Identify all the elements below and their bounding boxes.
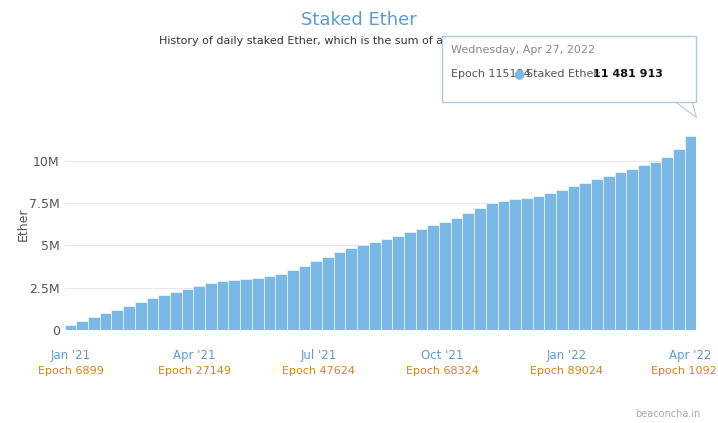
Bar bbox=[533, 196, 544, 330]
Bar bbox=[228, 280, 240, 330]
Bar bbox=[474, 208, 486, 330]
Bar bbox=[264, 276, 275, 330]
Bar bbox=[76, 321, 88, 330]
Y-axis label: Ether: Ether bbox=[17, 207, 30, 241]
Bar bbox=[357, 245, 369, 330]
Bar bbox=[123, 306, 135, 330]
Bar bbox=[439, 222, 451, 330]
Bar bbox=[521, 198, 533, 330]
Bar bbox=[170, 292, 182, 330]
Bar bbox=[287, 270, 299, 330]
Text: Apr '21: Apr '21 bbox=[173, 349, 215, 363]
Text: 11 481 913: 11 481 913 bbox=[593, 69, 663, 79]
Bar bbox=[182, 289, 193, 330]
Bar bbox=[673, 148, 685, 330]
Text: Epoch 89024: Epoch 89024 bbox=[530, 366, 603, 376]
Text: Epoch 47624: Epoch 47624 bbox=[282, 366, 355, 376]
Bar bbox=[205, 283, 217, 330]
Bar bbox=[158, 295, 170, 330]
Bar bbox=[193, 286, 205, 330]
Bar bbox=[217, 281, 228, 330]
Bar bbox=[509, 200, 521, 330]
Text: Epoch 6899: Epoch 6899 bbox=[37, 366, 103, 376]
Text: Jan '22: Jan '22 bbox=[546, 349, 587, 363]
Bar bbox=[579, 183, 591, 330]
Bar bbox=[381, 239, 392, 330]
Text: ●: ● bbox=[513, 67, 524, 80]
Text: Wednesday, Apr 27, 2022: Wednesday, Apr 27, 2022 bbox=[451, 45, 595, 55]
Bar bbox=[556, 190, 568, 330]
Text: Epoch 115124: Epoch 115124 bbox=[451, 69, 531, 79]
Bar bbox=[404, 232, 416, 330]
Bar bbox=[591, 179, 603, 330]
Bar bbox=[486, 203, 498, 330]
Bar bbox=[299, 266, 310, 330]
Text: Staked Ether: Staked Ether bbox=[301, 11, 417, 29]
Bar bbox=[615, 172, 626, 330]
Bar bbox=[638, 165, 650, 330]
Bar bbox=[451, 218, 462, 330]
Bar bbox=[603, 176, 615, 330]
Text: Epoch 109274: Epoch 109274 bbox=[651, 366, 718, 376]
Text: Staked Ether:: Staked Ether: bbox=[526, 69, 605, 79]
Bar bbox=[135, 302, 146, 330]
Bar bbox=[252, 277, 264, 330]
Bar bbox=[544, 193, 556, 330]
Bar bbox=[685, 136, 696, 330]
Bar bbox=[427, 225, 439, 330]
Bar bbox=[345, 248, 357, 330]
Text: Epoch 27149: Epoch 27149 bbox=[158, 366, 231, 376]
Bar bbox=[498, 201, 509, 330]
Bar bbox=[369, 242, 381, 330]
Bar bbox=[310, 261, 322, 330]
Bar bbox=[568, 186, 579, 330]
Text: Oct '21: Oct '21 bbox=[421, 349, 464, 363]
Text: Jul '21: Jul '21 bbox=[300, 349, 337, 363]
Bar bbox=[416, 229, 427, 330]
Bar bbox=[65, 325, 76, 330]
Bar bbox=[88, 317, 100, 330]
Bar bbox=[650, 162, 661, 330]
Bar bbox=[334, 252, 345, 330]
Text: Epoch 68324: Epoch 68324 bbox=[406, 366, 479, 376]
Bar bbox=[462, 213, 474, 330]
Bar bbox=[100, 313, 111, 330]
Text: History of daily staked Ether, which is the sum of all Effective Balances.: History of daily staked Ether, which is … bbox=[159, 36, 559, 46]
Bar bbox=[661, 157, 673, 330]
Bar bbox=[146, 298, 158, 330]
Bar bbox=[626, 169, 638, 330]
Text: Apr '22: Apr '22 bbox=[669, 349, 712, 363]
Bar bbox=[322, 257, 334, 330]
Text: Jan '21: Jan '21 bbox=[50, 349, 90, 363]
Text: beaconcha.in: beaconcha.in bbox=[635, 409, 700, 419]
Bar bbox=[392, 236, 404, 330]
Bar bbox=[111, 310, 123, 330]
Bar bbox=[275, 274, 287, 330]
Bar bbox=[240, 279, 252, 330]
